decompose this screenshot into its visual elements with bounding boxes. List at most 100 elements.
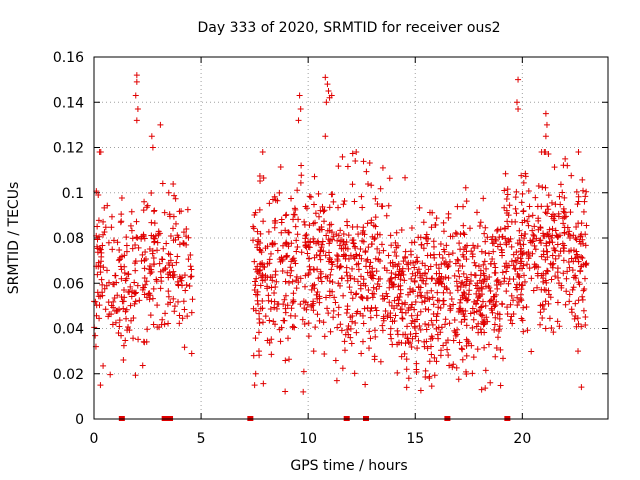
data-point [155,228,162,235]
data-point [176,208,183,215]
data-point [295,279,302,286]
data-point [540,270,547,277]
data-point [408,251,415,258]
data-point [518,282,525,289]
data-point [170,225,177,232]
data-point [412,298,419,305]
data-point [557,201,564,208]
data-point [329,236,336,243]
data-point [312,210,319,217]
data-point [123,248,130,255]
data-point [459,263,466,270]
data-point [313,291,320,298]
data-point [181,344,188,351]
data-point [157,121,164,128]
data-point [459,294,466,301]
data-point [379,322,386,329]
data-point [411,264,418,271]
data-point [159,316,166,323]
data-point [378,241,385,248]
data-point [508,292,515,299]
data-point [370,284,377,291]
data-point [272,268,279,275]
data-point [369,233,376,240]
data-point [257,178,264,185]
data-point [423,275,430,282]
data-point [449,364,456,371]
data-point [416,322,423,329]
data-point [541,286,548,293]
data-point [456,307,463,314]
data-point [482,385,489,392]
data-point [141,265,148,272]
data-point [257,266,264,273]
data-point [181,306,188,313]
data-point [103,282,110,289]
data-point [251,258,258,265]
data-point [118,275,125,282]
data-point [340,292,347,299]
data-point [265,292,272,299]
data-point [132,241,139,248]
data-point [112,272,119,279]
data-point [321,333,328,340]
data-point [477,219,484,226]
data-point [575,297,582,304]
data-point [96,302,103,309]
data-point [343,310,350,317]
data-point [366,159,373,166]
data-point [453,278,460,285]
data-point [428,383,435,390]
data-point [394,369,401,376]
data-point [365,244,372,251]
data-point [462,368,469,375]
data-point [142,249,149,256]
data-point [438,261,445,268]
data-point [305,320,312,327]
data-point [148,133,155,140]
data-point [122,337,129,344]
data-point [386,284,393,291]
data-point [451,272,458,279]
data-point [258,261,265,268]
data-point [342,241,349,248]
data-point [434,289,441,296]
data-point [488,236,495,243]
data-point [251,382,258,389]
y-tick-label: 0.16 [53,50,84,66]
data-point [109,246,116,253]
data-point [102,224,109,231]
data-point [499,249,506,256]
data-point [443,242,450,249]
data-point [363,257,370,264]
data-point [183,225,190,232]
data-point [316,252,323,259]
data-point [309,282,316,289]
data-point [352,291,359,298]
data-point [392,239,399,246]
data-point [301,221,308,228]
data-point [455,257,462,264]
data-point [519,317,526,324]
data-point [455,267,462,274]
data-point [520,328,527,335]
data-point [337,321,344,328]
data-point [422,280,429,287]
data-point [543,267,550,274]
data-point [121,269,128,276]
data-point [518,251,525,258]
data-point [556,193,563,200]
data-point [358,255,365,262]
data-point [99,289,106,296]
data-point [518,199,525,206]
data-point [538,149,545,156]
data-point [328,191,335,198]
data-point [285,229,292,236]
data-point [362,263,369,270]
data-point [490,301,497,308]
data-point [473,323,480,330]
data-point [450,301,457,308]
data-point [561,209,568,216]
data-point [535,183,542,190]
data-point [119,298,126,305]
